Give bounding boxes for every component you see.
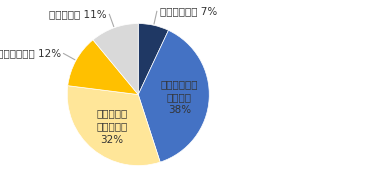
Text: あまり把握
していない
32%: あまり把握 していない 32% xyxy=(96,108,127,145)
Wedge shape xyxy=(138,30,209,162)
Text: だいたい把握
している
38%: だいたい把握 している 38% xyxy=(161,79,198,115)
Text: 把握していない 12%: 把握していない 12% xyxy=(0,48,61,58)
Text: わからない 11%: わからない 11% xyxy=(49,9,106,19)
Wedge shape xyxy=(138,24,169,95)
Text: 把握している 7%: 把握している 7% xyxy=(160,6,217,16)
Wedge shape xyxy=(68,40,138,95)
Wedge shape xyxy=(67,86,160,166)
Wedge shape xyxy=(93,24,138,95)
